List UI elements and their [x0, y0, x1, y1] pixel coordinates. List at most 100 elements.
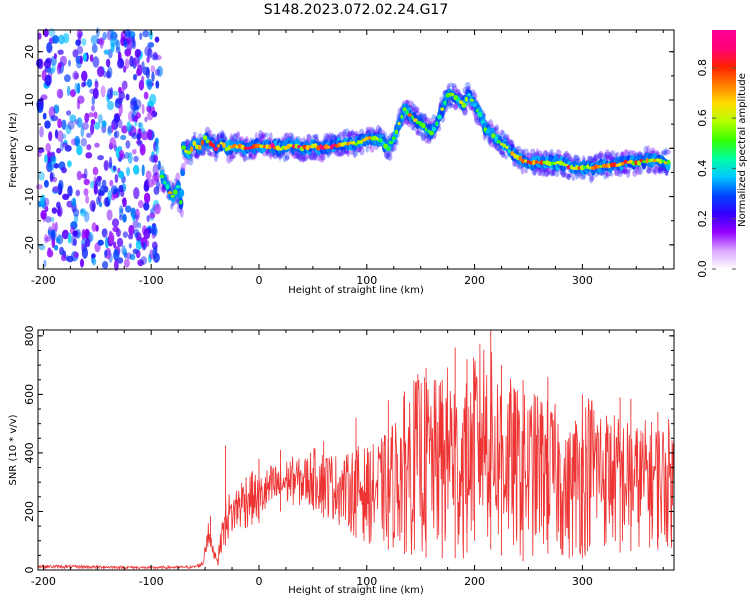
noise-speckle: [42, 112, 47, 120]
noise-speckle: [50, 115, 59, 122]
trace-core-point: [173, 189, 178, 195]
trace-halo-point: [369, 145, 375, 153]
trace-halo-point: [500, 151, 505, 159]
trace-halo-point: [226, 153, 232, 164]
trace-halo-point: [593, 155, 598, 162]
noise-speckle: [52, 185, 59, 194]
noise-speckle: [93, 183, 98, 195]
trace-core-point: [167, 191, 173, 195]
trace-halo-point: [431, 114, 437, 120]
trace-core-point: [645, 158, 649, 164]
trace-core-point: [550, 161, 555, 165]
noise-speckle: [76, 82, 81, 94]
noise-speckle: [114, 173, 119, 184]
noise-speckle: [120, 134, 127, 141]
noise-speckle: [83, 188, 89, 197]
noise-speckle: [121, 125, 128, 134]
trace-halo-point: [179, 208, 184, 218]
noise-speckle: [72, 49, 79, 58]
trace-halo-point: [550, 168, 555, 177]
noise-speckle: [89, 54, 94, 62]
noise-speckle: [117, 257, 124, 264]
trace-halo-point: [325, 134, 331, 143]
noise-speckle: [141, 130, 149, 141]
noise-speckle: [122, 197, 127, 208]
trace-halo-point: [405, 99, 409, 105]
trace-halo-point: [303, 154, 309, 161]
trace-core-point: [582, 165, 588, 169]
trace-core-point: [491, 133, 496, 139]
trace-halo-point: [171, 181, 175, 190]
noise-speckle: [94, 121, 101, 130]
noise-speckle: [52, 35, 60, 44]
noise-speckle: [48, 106, 56, 119]
trace-core-point: [558, 160, 564, 166]
trace-halo-point: [170, 203, 174, 210]
trace-halo-point: [651, 169, 658, 174]
trace-core-point: [421, 123, 426, 129]
noise-speckle: [124, 29, 131, 37]
noise-speckle: [76, 117, 83, 128]
noise-speckle: [91, 43, 98, 54]
noise-speckle: [141, 128, 146, 134]
trace-halo-point: [420, 133, 426, 142]
trace-core-point: [594, 164, 598, 170]
trace-halo-point: [367, 129, 373, 134]
trace-halo-point: [301, 153, 306, 163]
trace-halo-point: [301, 154, 307, 162]
trace-halo-point: [260, 134, 266, 141]
trace-core-point: [613, 162, 617, 168]
trace-core-point: [308, 144, 312, 149]
colorbar-tick-label: 0.2: [696, 210, 709, 228]
noise-speckle: [66, 255, 74, 263]
noise-speckle: [46, 249, 54, 258]
trace-halo-point: [365, 126, 371, 132]
trace-halo-point: [499, 129, 504, 136]
noise-speckle: [55, 237, 61, 244]
colorbar: 0.0 0.2 0.4 0.6 0.8 Normalized spectral ampl…: [696, 30, 748, 278]
trace-halo-point: [663, 149, 668, 156]
noise-speckle: [45, 57, 52, 64]
noise-speckle: [126, 166, 130, 177]
trace-halo-point: [346, 149, 351, 158]
noise-speckle: [137, 259, 144, 267]
noise-speckle: [106, 209, 113, 221]
colorbar-gradient: [712, 30, 736, 269]
trace-core-point: [596, 165, 601, 169]
noise-speckle: [111, 90, 119, 96]
snr-ticks: -200 -100 0 100 200 300 0 200 400 600 800: [23, 325, 674, 588]
trace-halo-point: [201, 149, 206, 155]
noise-speckle: [58, 62, 62, 70]
trace-halo-point: [598, 152, 604, 159]
noise-speckle: [91, 222, 97, 232]
trace-core-point: [356, 140, 361, 145]
spectrogram-x-tick-label: -100: [139, 274, 164, 287]
noise-speckle: [45, 216, 52, 223]
noise-speckle: [68, 59, 71, 67]
snr-x-axis-label: Height of straight line (km): [288, 585, 424, 596]
trace-halo-point: [604, 149, 611, 160]
noise-speckle: [66, 110, 72, 116]
trace-core-point: [202, 135, 208, 141]
trace-halo-point: [264, 132, 269, 138]
trace-halo-point: [184, 157, 190, 165]
trace-halo-point: [309, 152, 314, 161]
trace-halo-point: [608, 153, 613, 161]
trace-halo-point: [546, 167, 552, 175]
noise-speckle: [133, 74, 137, 81]
noise-speckle: [96, 175, 103, 182]
trace-core-point: [470, 98, 474, 102]
noise-speckle: [42, 212, 46, 223]
spectrogram-y-tick-label: -20: [23, 236, 36, 254]
noise-speckle: [131, 132, 138, 140]
snr-x-tick-label: 200: [464, 575, 485, 588]
trace-core-point: [411, 115, 414, 120]
trace-core-point: [163, 180, 167, 185]
trace-halo-point: [423, 112, 427, 122]
noise-speckle: [86, 132, 92, 138]
noise-speckle: [132, 214, 139, 220]
trace-halo-point: [344, 150, 350, 155]
noise-speckle: [57, 49, 64, 55]
trace-halo-point: [494, 124, 500, 134]
trace-halo-point: [308, 153, 312, 160]
